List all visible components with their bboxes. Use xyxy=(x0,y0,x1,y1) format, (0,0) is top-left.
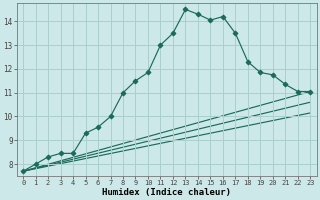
Point xyxy=(270,73,276,76)
Point xyxy=(308,90,313,93)
Point xyxy=(108,115,113,118)
Point xyxy=(70,152,76,155)
Point xyxy=(133,79,138,82)
Point xyxy=(295,90,300,93)
Point xyxy=(283,83,288,86)
Point xyxy=(208,19,213,22)
Point xyxy=(183,8,188,11)
Point xyxy=(258,71,263,74)
Point xyxy=(83,132,88,135)
Point xyxy=(233,32,238,35)
X-axis label: Humidex (Indice chaleur): Humidex (Indice chaleur) xyxy=(102,188,231,197)
Point xyxy=(196,13,201,16)
Point xyxy=(33,162,38,166)
Point xyxy=(170,32,175,35)
Point xyxy=(145,71,150,74)
Point xyxy=(95,126,100,129)
Point xyxy=(158,44,163,47)
Point xyxy=(120,91,125,94)
Point xyxy=(45,155,51,159)
Point xyxy=(220,15,226,18)
Point xyxy=(58,152,63,155)
Point xyxy=(20,170,26,173)
Point xyxy=(245,60,251,63)
